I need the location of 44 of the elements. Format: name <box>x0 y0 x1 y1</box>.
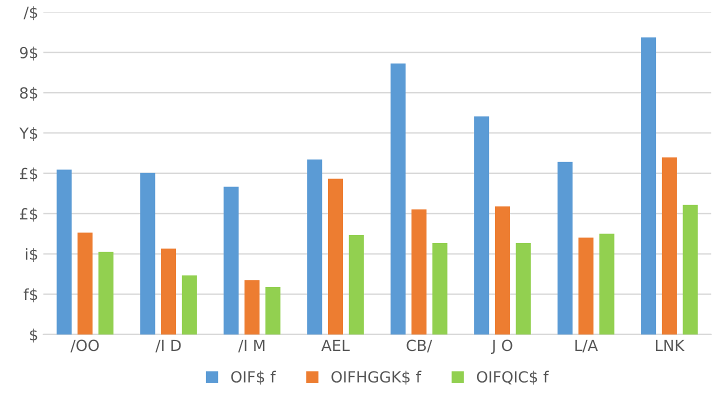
bar <box>348 234 364 334</box>
text: f$ <box>24 288 38 302</box>
text: /$ <box>24 6 38 20</box>
bar <box>307 159 322 334</box>
bar <box>56 170 72 334</box>
bar <box>578 238 594 334</box>
bar <box>558 162 573 334</box>
text: i$ <box>26 248 38 262</box>
text: 8$ <box>20 86 38 101</box>
bar <box>265 286 280 334</box>
bar <box>78 232 93 334</box>
bar <box>328 178 344 334</box>
legend-label: OIFQIC$ f <box>476 370 549 385</box>
bar <box>662 157 677 334</box>
x-tick-label: AEL <box>321 340 350 351</box>
bar <box>599 234 614 334</box>
x-tick-label: /I M <box>238 340 264 352</box>
bar <box>474 116 490 334</box>
text: £$ <box>20 208 38 222</box>
legend-label: OIF$ f <box>231 370 276 385</box>
bar <box>182 275 197 334</box>
x-tick-label: J O <box>490 340 512 354</box>
x-tick-label: /I D <box>155 340 181 352</box>
bar <box>98 252 114 334</box>
bar <box>641 37 656 334</box>
bar <box>244 280 260 334</box>
text: $ <box>30 328 38 343</box>
bar <box>494 206 510 334</box>
bar <box>140 172 156 334</box>
bar <box>161 248 176 334</box>
text: Y$ <box>19 127 38 142</box>
x-tick-label: L/A <box>575 340 598 352</box>
x-tick-label: LNK <box>656 340 685 351</box>
bar <box>682 204 698 334</box>
legend-label: OIFHGGK$ f <box>331 370 422 385</box>
bar <box>224 186 239 334</box>
x-tick-label: /OO <box>70 340 99 352</box>
text: £$ <box>20 167 38 182</box>
bar <box>390 63 406 334</box>
bar <box>411 209 426 334</box>
bar <box>516 242 531 334</box>
bar <box>432 242 448 334</box>
text: 9$ <box>20 46 38 60</box>
x-tick-label: CB/ <box>406 340 432 352</box>
